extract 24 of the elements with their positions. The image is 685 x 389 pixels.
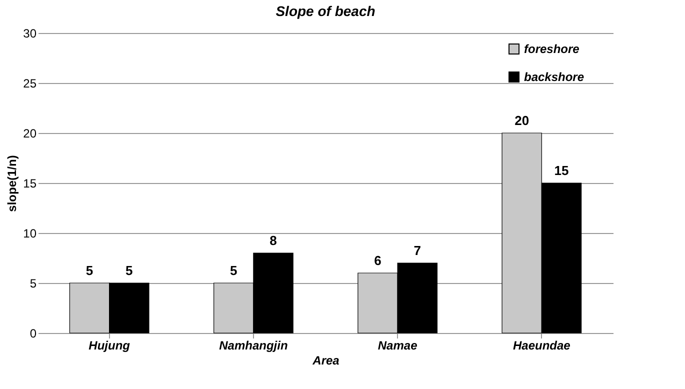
data-label: 15 bbox=[554, 163, 569, 178]
x-axis-title: Area bbox=[312, 354, 340, 368]
data-label: 20 bbox=[514, 113, 530, 128]
y-tick-label: 25 bbox=[23, 76, 37, 90]
y-tick-label: 20 bbox=[23, 126, 37, 140]
data-label: 5 bbox=[126, 263, 133, 278]
y-tick-label: 5 bbox=[30, 276, 37, 290]
data-label: 5 bbox=[230, 263, 238, 278]
x-tick-label: Namae bbox=[378, 338, 418, 352]
y-tick-label: 15 bbox=[23, 176, 37, 190]
legend-label: foreshore bbox=[524, 42, 580, 56]
x-tick-label: Haeundae bbox=[512, 338, 571, 352]
y-tick-label: 0 bbox=[30, 326, 37, 340]
legend-label: backshore bbox=[524, 70, 584, 84]
y-axis-title: slope(1/n) bbox=[5, 155, 20, 212]
x-tick-label: Hujung bbox=[88, 338, 131, 352]
data-label: 6 bbox=[374, 253, 382, 268]
data-label: 5 bbox=[86, 263, 94, 278]
chart-title: Slope of beach bbox=[276, 3, 376, 19]
data-label: 8 bbox=[270, 233, 277, 248]
data-label: 7 bbox=[414, 243, 421, 258]
y-tick-label: 30 bbox=[23, 26, 37, 40]
y-tick-label: 10 bbox=[23, 226, 37, 240]
x-tick-label: Namhangjin bbox=[219, 338, 288, 352]
